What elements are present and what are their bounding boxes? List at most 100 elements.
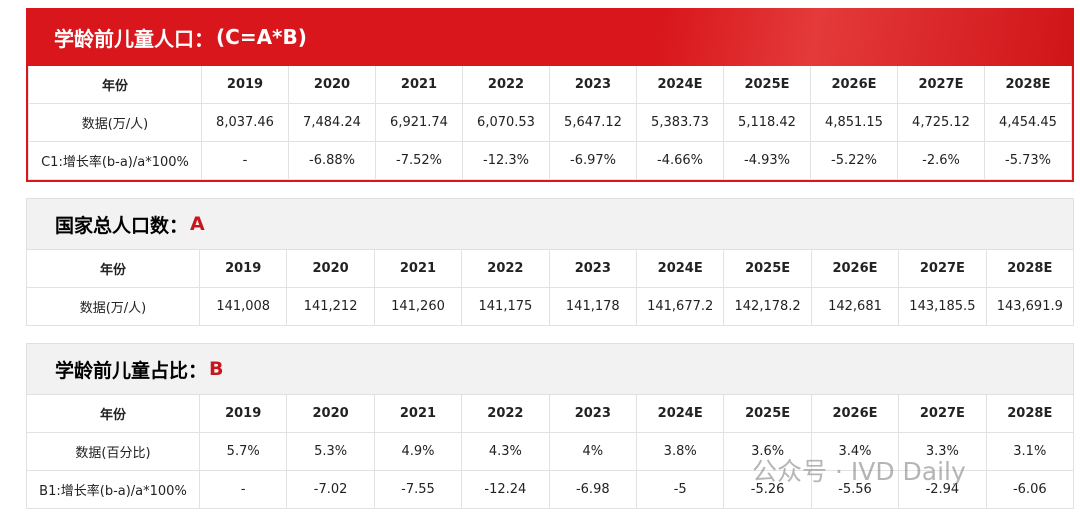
data-cell: 143,185.5 — [899, 288, 987, 326]
section-title: 学龄前儿童占比： B — [26, 343, 1074, 395]
data-cell: 3.3% — [899, 433, 987, 471]
data-cell: 8,037.46 — [202, 104, 289, 142]
header-cell: 2022 — [463, 66, 550, 104]
header-cell: 2027E — [899, 250, 987, 288]
title-text: 国家总人口数： — [55, 214, 189, 237]
header-cell: 2024E — [637, 395, 725, 433]
title-text: 学龄前儿童人口： — [54, 26, 214, 51]
header-cell: 2027E — [898, 66, 985, 104]
row-label: 数据(万/人) — [28, 104, 202, 142]
section-title: 国家总人口数： A — [26, 198, 1074, 250]
data-cell: -5 — [637, 471, 725, 509]
header-cell: 2019 — [202, 66, 289, 104]
data-cell: 142,178.2 — [724, 288, 812, 326]
data-table: 年份 2019 2020 2021 2022 2023 2024E 2025E 2026E 202… — [26, 395, 1074, 509]
header-cell: 2020 — [287, 250, 375, 288]
data-cell: 4% — [549, 433, 637, 471]
data-cell: 141,175 — [462, 288, 550, 326]
header-cell: 2024E — [637, 250, 725, 288]
data-cell: -6.98 — [549, 471, 637, 509]
data-cell: 3.4% — [811, 433, 900, 471]
header-cell: 2022 — [462, 250, 550, 288]
data-cell: 141,008 — [200, 288, 288, 326]
data-cell: -2.6% — [898, 142, 985, 180]
data-cell: -5.73% — [985, 142, 1072, 180]
data-cell: 141,212 — [287, 288, 375, 326]
header-cell: 2021 — [376, 66, 463, 104]
data-cell: -6.97% — [550, 142, 637, 180]
header-cell: 2019 — [200, 395, 288, 433]
header-cell: 年份 — [26, 395, 200, 433]
data-cell: 4,454.45 — [985, 104, 1072, 142]
data-cell: 141,260 — [374, 288, 463, 326]
data-cell: -6.06 — [986, 471, 1074, 509]
data-cell: -5.56 — [811, 471, 900, 509]
data-cell: -6.88% — [289, 142, 376, 180]
data-cell: 3.8% — [637, 433, 725, 471]
data-table: 年份 2019 2020 2021 2022 2023 2024E 2025E 2026E 202… — [26, 66, 1074, 182]
header-cell: 2022 — [462, 395, 550, 433]
data-cell: -12.24 — [462, 471, 550, 509]
header-cell: 2023 — [550, 66, 637, 104]
header-cell: 2019 — [200, 250, 288, 288]
header-cell: 2028E — [986, 395, 1074, 433]
header-cell: 2026E — [811, 395, 900, 433]
data-cell: 6,070.53 — [463, 104, 550, 142]
data-cell: 6,921.74 — [376, 104, 463, 142]
table-section: 学龄前儿童人口： (C=A*B) 年份 2019 2020 2021 2022 2023 202… — [26, 8, 1074, 182]
header-cell: 年份 — [26, 250, 200, 288]
title-tag: B — [209, 358, 224, 380]
header-cell: 2021 — [374, 250, 463, 288]
data-cell: 141,178 — [549, 288, 637, 326]
data-cell: - — [200, 471, 288, 509]
data-cell: 142,681 — [811, 288, 900, 326]
data-cell: -2.94 — [899, 471, 987, 509]
header-cell: 年份 — [28, 66, 202, 104]
header-cell: 2026E — [811, 66, 898, 104]
header-cell: 2020 — [287, 395, 375, 433]
data-cell: 4.3% — [462, 433, 550, 471]
data-cell: 4,851.15 — [811, 104, 898, 142]
header-cell: 2023 — [549, 395, 637, 433]
header-cell: 2025E — [724, 250, 812, 288]
data-cell: - — [202, 142, 289, 180]
row-label: 数据(百分比) — [26, 433, 200, 471]
watermark: 公众号 · IVD Daily — [752, 457, 966, 486]
data-cell: 5,383.73 — [637, 104, 724, 142]
row-label: 数据(万/人) — [26, 288, 200, 326]
title-text: 学龄前儿童占比： — [55, 359, 208, 382]
table-section: 学龄前儿童占比： B 年份 2019 2020 2021 2022 2023 2024E 2025… — [26, 343, 1074, 509]
header-cell: 2028E — [985, 66, 1072, 104]
header-cell: 2028E — [986, 250, 1074, 288]
section-title: 学龄前儿童人口： (C=A*B) — [26, 8, 1074, 66]
data-cell: -5.22% — [811, 142, 898, 180]
data-cell: 5.7% — [200, 433, 288, 471]
title-tag: A — [190, 213, 205, 235]
header-cell: 2021 — [374, 395, 463, 433]
table-section: 国家总人口数： A 年份 2019 2020 2021 2022 2023 2024E 2025E… — [26, 198, 1074, 326]
data-cell: -12.3% — [463, 142, 550, 180]
header-cell: 2024E — [637, 66, 724, 104]
data-cell: 5.3% — [287, 433, 375, 471]
row-label: B1:增长率(b-a)/a*100% — [26, 471, 200, 509]
data-cell: -5.26 — [724, 471, 812, 509]
data-cell: 3.6% — [724, 433, 812, 471]
header-cell: 2026E — [811, 250, 900, 288]
header-cell: 2023 — [549, 250, 637, 288]
data-cell: -4.93% — [724, 142, 811, 180]
data-table: 年份 2019 2020 2021 2022 2023 2024E 2025E 2026E 202… — [26, 250, 1074, 326]
title-tag: (C=A*B) — [216, 25, 307, 49]
data-cell: -4.66% — [637, 142, 724, 180]
data-cell: 141,677.2 — [637, 288, 725, 326]
row-label: C1:增长率(b-a)/a*100% — [28, 142, 202, 180]
header-cell: 2020 — [289, 66, 376, 104]
header-cell: 2027E — [899, 395, 987, 433]
data-cell: -7.02 — [287, 471, 375, 509]
data-cell: 5,118.42 — [724, 104, 811, 142]
data-cell: 4,725.12 — [898, 104, 985, 142]
data-cell: -7.52% — [376, 142, 463, 180]
data-cell: 3.1% — [986, 433, 1074, 471]
data-cell: 143,691.9 — [986, 288, 1074, 326]
header-cell: 2025E — [724, 395, 812, 433]
